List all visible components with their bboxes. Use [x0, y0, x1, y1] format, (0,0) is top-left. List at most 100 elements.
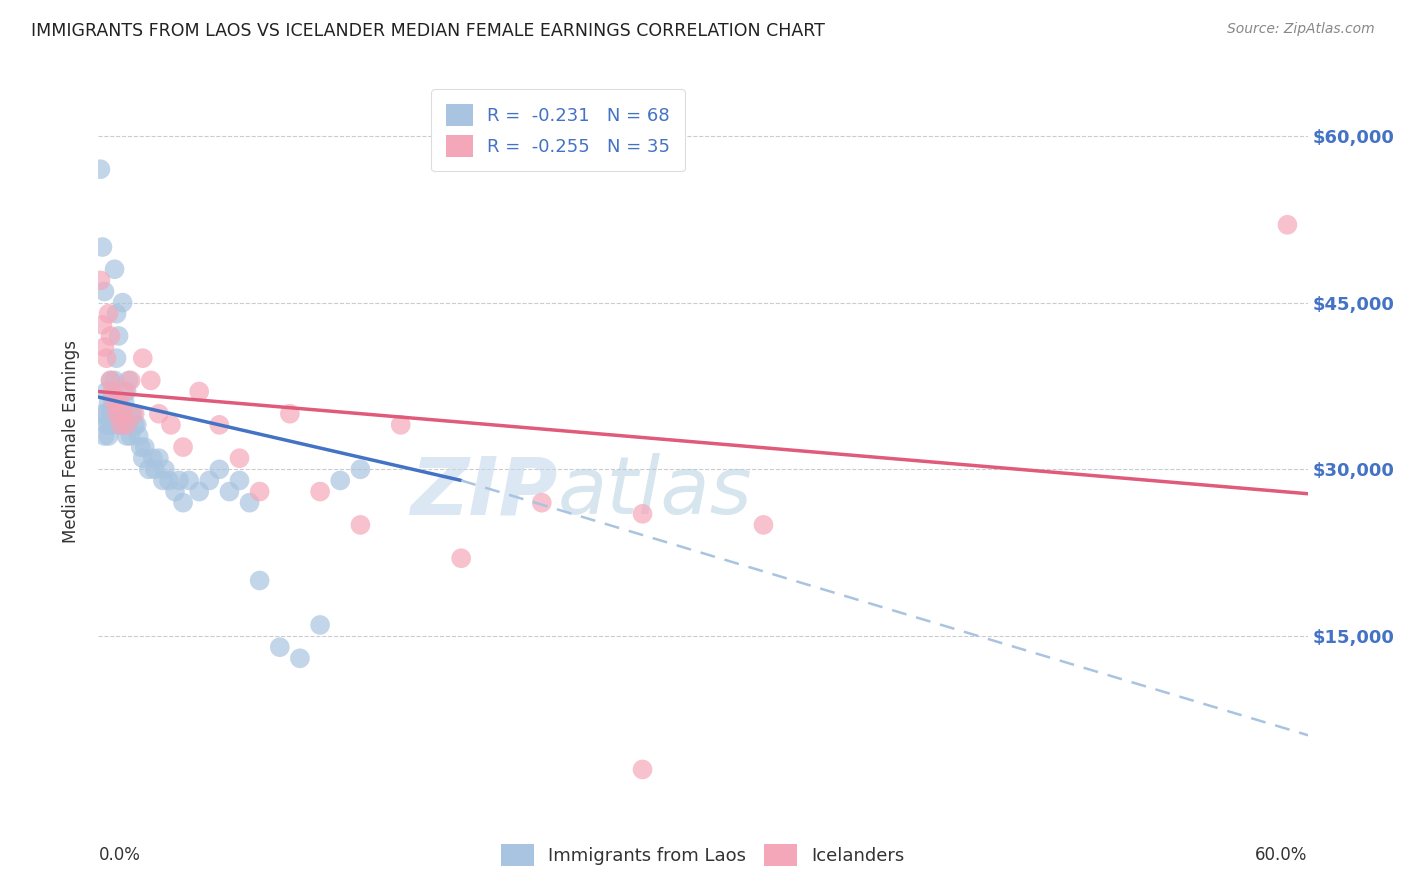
Point [111, 407, 134, 421]
Point [100, 373, 122, 387]
Point [249, 574, 271, 588]
Point [107, 417, 129, 432]
Point [110, 417, 132, 432]
Point [172, 496, 194, 510]
Point [450, 551, 472, 566]
Point [188, 484, 211, 499]
Point [105, 407, 128, 421]
Point [129, 440, 152, 454]
Text: 0.0%: 0.0% [98, 847, 141, 864]
Point [163, 484, 186, 499]
Point [101, 407, 124, 421]
Text: 60.0%: 60.0% [1256, 847, 1308, 864]
Point [103, 395, 125, 409]
Point [153, 462, 176, 476]
Point [89, 273, 111, 287]
Point [208, 462, 231, 476]
Point [103, 262, 125, 277]
Point [114, 417, 136, 432]
Point [97, 417, 120, 432]
Point [91, 407, 114, 421]
Point [631, 763, 654, 777]
Point [96, 351, 118, 366]
Text: ZIP: ZIP [411, 453, 558, 531]
Point [89, 162, 111, 177]
Point [269, 640, 291, 655]
Text: Source: ZipAtlas.com: Source: ZipAtlas.com [1227, 22, 1375, 37]
Point [97, 307, 120, 321]
Point [118, 373, 141, 387]
Point [125, 417, 148, 432]
Point [160, 417, 183, 432]
Point [111, 417, 134, 432]
Point [138, 462, 160, 476]
Point [172, 440, 194, 454]
Point [115, 429, 138, 443]
Point [124, 407, 146, 421]
Point [101, 384, 124, 399]
Point [179, 474, 201, 488]
Point [143, 462, 166, 476]
Point [93, 340, 115, 354]
Point [132, 451, 155, 466]
Point [1277, 218, 1299, 232]
Point [228, 474, 250, 488]
Point [249, 484, 271, 499]
Point [208, 417, 231, 432]
Point [93, 285, 115, 299]
Point [93, 429, 115, 443]
Text: atlas: atlas [558, 453, 752, 531]
Point [97, 429, 120, 443]
Point [124, 417, 146, 432]
Point [114, 395, 136, 409]
Point [115, 417, 138, 432]
Point [309, 618, 332, 632]
Point [120, 429, 142, 443]
Point [239, 496, 262, 510]
Point [101, 417, 124, 432]
Point [96, 384, 118, 399]
Point [120, 373, 142, 387]
Point [157, 474, 180, 488]
Point [132, 351, 155, 366]
Point [100, 329, 122, 343]
Point [107, 329, 129, 343]
Point [100, 417, 122, 432]
Point [139, 373, 162, 387]
Point [148, 407, 170, 421]
Point [389, 417, 412, 432]
Legend: Immigrants from Laos, Icelanders: Immigrants from Laos, Icelanders [486, 830, 920, 880]
Point [278, 407, 301, 421]
Point [228, 451, 250, 466]
Point [100, 407, 122, 421]
Point [107, 395, 129, 409]
Point [218, 484, 240, 499]
Point [188, 384, 211, 399]
Point [198, 474, 221, 488]
Point [100, 373, 122, 387]
Point [631, 507, 654, 521]
Point [105, 351, 128, 366]
Point [118, 417, 141, 432]
Point [91, 240, 114, 254]
Point [105, 407, 128, 421]
Point [349, 462, 371, 476]
Point [115, 384, 138, 399]
Point [309, 484, 332, 499]
Point [103, 373, 125, 387]
Point [111, 295, 134, 310]
Point [148, 451, 170, 466]
Point [91, 318, 114, 332]
Point [110, 407, 132, 421]
Point [114, 384, 136, 399]
Point [752, 517, 775, 532]
Point [96, 417, 118, 432]
Point [103, 407, 125, 421]
Point [121, 407, 143, 421]
Point [107, 395, 129, 409]
Point [152, 474, 174, 488]
Point [101, 395, 124, 409]
Point [134, 440, 156, 454]
Point [128, 429, 150, 443]
Point [349, 517, 371, 532]
